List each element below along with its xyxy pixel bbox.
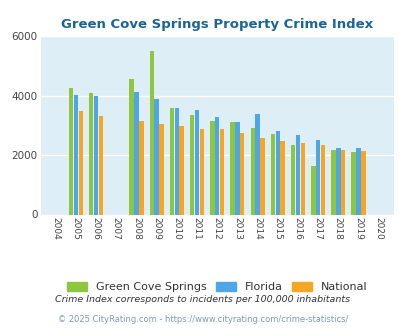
Bar bbox=[154, 99, 158, 214]
Bar bbox=[330, 150, 335, 214]
Legend: Green Cove Springs, Florida, National: Green Cove Springs, Florida, National bbox=[63, 277, 371, 297]
Bar bbox=[230, 121, 234, 214]
Bar bbox=[159, 124, 163, 214]
Bar bbox=[74, 95, 78, 214]
Bar bbox=[280, 141, 284, 214]
Bar bbox=[134, 92, 139, 214]
Bar bbox=[295, 135, 299, 214]
Bar bbox=[300, 143, 304, 214]
Bar bbox=[356, 148, 360, 214]
Title: Green Cove Springs Property Crime Index: Green Cove Springs Property Crime Index bbox=[61, 18, 372, 31]
Bar bbox=[129, 80, 134, 214]
Bar bbox=[250, 128, 254, 214]
Bar bbox=[94, 96, 98, 214]
Bar bbox=[89, 93, 93, 214]
Bar bbox=[360, 151, 364, 214]
Bar bbox=[234, 122, 239, 214]
Bar bbox=[174, 109, 179, 214]
Bar bbox=[310, 166, 315, 214]
Bar bbox=[78, 111, 83, 214]
Bar bbox=[199, 129, 204, 214]
Bar bbox=[340, 150, 345, 214]
Bar bbox=[270, 134, 275, 214]
Text: Crime Index corresponds to incidents per 100,000 inhabitants: Crime Index corresponds to incidents per… bbox=[55, 295, 350, 304]
Bar bbox=[69, 88, 73, 214]
Bar bbox=[215, 117, 219, 214]
Bar bbox=[190, 115, 194, 214]
Bar bbox=[335, 148, 340, 214]
Bar bbox=[315, 140, 320, 214]
Bar bbox=[210, 121, 214, 214]
Bar bbox=[139, 121, 143, 214]
Bar bbox=[320, 145, 324, 214]
Bar bbox=[275, 131, 279, 214]
Bar bbox=[98, 116, 103, 214]
Bar bbox=[290, 145, 294, 214]
Bar bbox=[255, 114, 259, 214]
Bar bbox=[179, 126, 183, 214]
Bar bbox=[239, 133, 244, 214]
Bar bbox=[219, 129, 224, 214]
Bar bbox=[260, 138, 264, 214]
Bar bbox=[149, 50, 153, 214]
Bar bbox=[169, 108, 174, 214]
Bar bbox=[351, 152, 355, 214]
Bar bbox=[194, 110, 199, 214]
Text: © 2025 CityRating.com - https://www.cityrating.com/crime-statistics/: © 2025 CityRating.com - https://www.city… bbox=[58, 315, 347, 324]
